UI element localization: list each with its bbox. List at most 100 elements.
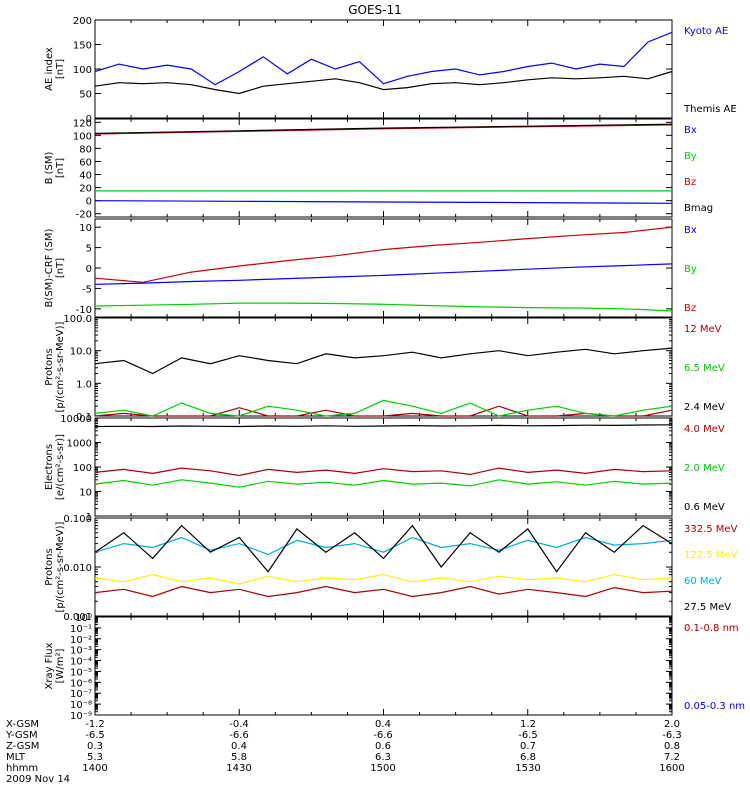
y-tick-label: 1.0	[76, 379, 92, 390]
y-tick-label: 10⁻²	[70, 635, 92, 646]
series-line-kyoto-ae	[94, 31, 673, 86]
y-axis-label: [nT]	[55, 59, 66, 79]
footer-value: 1500	[370, 763, 395, 774]
footer-value: 0.6	[375, 741, 391, 752]
y-tick-label: 10⁰	[75, 613, 92, 624]
y-axis-label: Protons	[44, 348, 55, 385]
y-axis-label: B (SM)	[44, 151, 55, 184]
legend-entry: 122.5 MeV	[684, 550, 738, 561]
panel-3: -10 -5 0 5 10 B(SM)-CRF (SM) [nT] Bx By Bz	[44, 218, 697, 318]
panel-frame	[94, 19, 673, 119]
footer-value: -6.6	[229, 730, 249, 741]
y-axis-label: [W/m²]	[55, 648, 66, 683]
footer-value: 0.4	[375, 719, 391, 730]
legend-entry: Kyoto AE	[684, 26, 728, 37]
y-tick-label: 10⁻⁸	[70, 700, 92, 711]
y-axis-label: Protons	[44, 548, 55, 585]
series-line-4-0-mev	[94, 467, 673, 477]
footer-value: 1600	[659, 763, 684, 774]
legend-entry: 0.6 MeV	[684, 502, 725, 513]
y-tick-label: 10000	[60, 414, 92, 425]
y-tick-label: -20	[76, 210, 92, 221]
y-axis-label: B(SM)-CRF (SM)	[44, 228, 55, 307]
panel-1: 0 50 100 150 200 AE index [nT] Kyoto AE Themis A…	[44, 16, 737, 125]
footer-value: 6.3	[375, 752, 391, 763]
footer-value: 1430	[226, 763, 251, 774]
y-tick-label: -10	[76, 305, 92, 316]
legend-entry: By	[684, 151, 697, 162]
y-axis-label: AE index	[44, 47, 55, 91]
footer-row-label: Y-GSM	[5, 730, 38, 741]
series-line-6-5-mev	[94, 399, 673, 417]
y-tick-label: 80	[79, 144, 92, 155]
panel-frame	[94, 317, 673, 417]
y-tick-label: 100	[73, 131, 92, 142]
series-line-bx	[94, 200, 673, 204]
y-tick-label: 10	[79, 488, 92, 499]
y-tick-label: 0	[86, 264, 92, 275]
legend-entry: Bx	[684, 225, 697, 236]
y-tick-label: 100.0	[63, 314, 92, 325]
y-tick-label: 10⁻⁵	[70, 667, 92, 678]
footer-value: -6.3	[662, 730, 682, 741]
y-tick-label: 0.1	[76, 412, 92, 423]
y-tick-label: 150	[73, 41, 92, 52]
footer-value: 0.4	[231, 741, 247, 752]
series-line-themis-ae	[94, 70, 673, 95]
y-tick-label: 10⁻³	[70, 646, 92, 657]
y-axis-label: [nT]	[55, 258, 66, 278]
footer-value: 5.8	[231, 752, 247, 763]
legend-entry: 2.0 MeV	[684, 463, 725, 474]
y-tick-label: 1	[86, 512, 92, 523]
footer-value: 6.8	[520, 752, 536, 763]
y-tick-label: 1000	[67, 439, 92, 450]
legend-entry: Themis AE	[683, 104, 737, 115]
legend-entry: 0.1-0.8 nm	[684, 623, 739, 634]
panel-frame	[94, 218, 673, 318]
y-tick-label: 50	[79, 90, 92, 101]
legend-entry: 2.4 MeV	[684, 402, 725, 413]
legend-entry: Bz	[684, 303, 696, 314]
y-tick-label: -5	[82, 284, 92, 295]
plot-title: GOES-11	[348, 3, 402, 17]
legend-entry: By	[684, 264, 697, 275]
footer-row-label: hhmm	[6, 763, 38, 774]
y-tick-label: 20	[79, 184, 92, 195]
y-tick-label: 10⁻⁷	[70, 689, 92, 700]
series-line-332-5-mev	[94, 585, 673, 598]
panel-5: 1 10 100 1000 10000 Electrons [e/(cm²-s-sr)] 4.…	[44, 414, 725, 523]
panel-frame	[94, 616, 673, 716]
y-axis-label: Xray Flux	[44, 642, 55, 689]
footer-row-label: MLT	[6, 752, 26, 763]
series-line-bmag	[94, 123, 673, 134]
y-tick-label: 0.010	[63, 563, 92, 574]
footer-value: 1530	[515, 763, 540, 774]
footer-row-label: Z-GSM	[6, 741, 39, 752]
y-tick-label: 100	[73, 65, 92, 76]
legend-entry: 12 MeV	[684, 324, 722, 335]
series-line-122-5-mev	[94, 573, 673, 585]
series-line-2-0-mev	[94, 479, 673, 488]
footer-value: 1400	[82, 763, 107, 774]
legend-entry: 0.05-0.3 nm	[684, 701, 745, 712]
panel-frame	[94, 417, 673, 517]
series-line-by	[94, 302, 673, 312]
footer-row-label: X-GSM	[6, 719, 39, 730]
footer-value: 7.2	[664, 752, 680, 763]
footer-value: -6.5	[85, 730, 105, 741]
series-line-bz	[94, 226, 673, 283]
y-tick-label: 40	[79, 171, 92, 182]
y-axis-label: [e/(cm²-s-sr)]	[55, 434, 66, 500]
footer-value: 1.2	[520, 719, 536, 730]
y-tick-label: 10⁻⁹	[70, 711, 92, 722]
footer-value: -1.2	[85, 719, 105, 730]
y-tick-label: 120	[73, 118, 92, 129]
series-line-0-6-mev	[94, 424, 673, 428]
footer-value: 5.3	[87, 752, 103, 763]
y-tick-label: 5	[86, 244, 92, 255]
legend-entry: Bx	[684, 125, 697, 136]
legend-entry: 4.0 MeV	[684, 424, 725, 435]
footer-value: 0.7	[520, 741, 536, 752]
